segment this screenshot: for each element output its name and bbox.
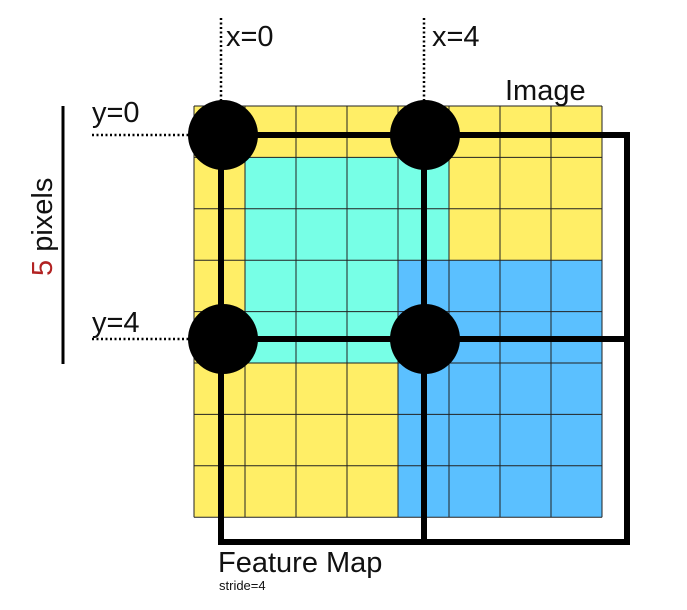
sample-point-x0-y4 (188, 304, 258, 374)
pixels-count: 5 (27, 260, 59, 276)
image-label: Image (505, 75, 586, 107)
sample-points (188, 100, 460, 374)
y4-label: y=4 (92, 307, 140, 339)
feature-map-label: Feature Map (218, 547, 382, 579)
guide-lines (92, 18, 426, 341)
pixels-scale-label: 5 pixels (27, 178, 59, 276)
pixel-grid (193, 105, 603, 518)
stride-label: stride=4 (219, 578, 266, 593)
y0-label: y=0 (92, 97, 140, 129)
x4-label: x=4 (432, 21, 480, 53)
sample-point-x0-y0 (188, 100, 258, 170)
sample-point-x4-y0 (390, 100, 460, 170)
pixels-word: pixels (27, 178, 59, 260)
x0-label: x=0 (226, 21, 274, 53)
sample-point-x4-y4 (390, 304, 460, 374)
